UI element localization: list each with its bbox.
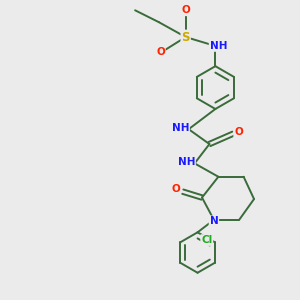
Text: O: O bbox=[172, 184, 181, 194]
Text: O: O bbox=[156, 47, 165, 57]
Text: NH: NH bbox=[172, 123, 189, 133]
Text: O: O bbox=[234, 127, 243, 137]
Text: S: S bbox=[182, 31, 190, 44]
Text: NH: NH bbox=[210, 41, 227, 51]
Text: Cl: Cl bbox=[201, 235, 212, 245]
Text: O: O bbox=[181, 5, 190, 15]
Text: N: N bbox=[209, 216, 218, 226]
Text: NH: NH bbox=[178, 157, 195, 167]
